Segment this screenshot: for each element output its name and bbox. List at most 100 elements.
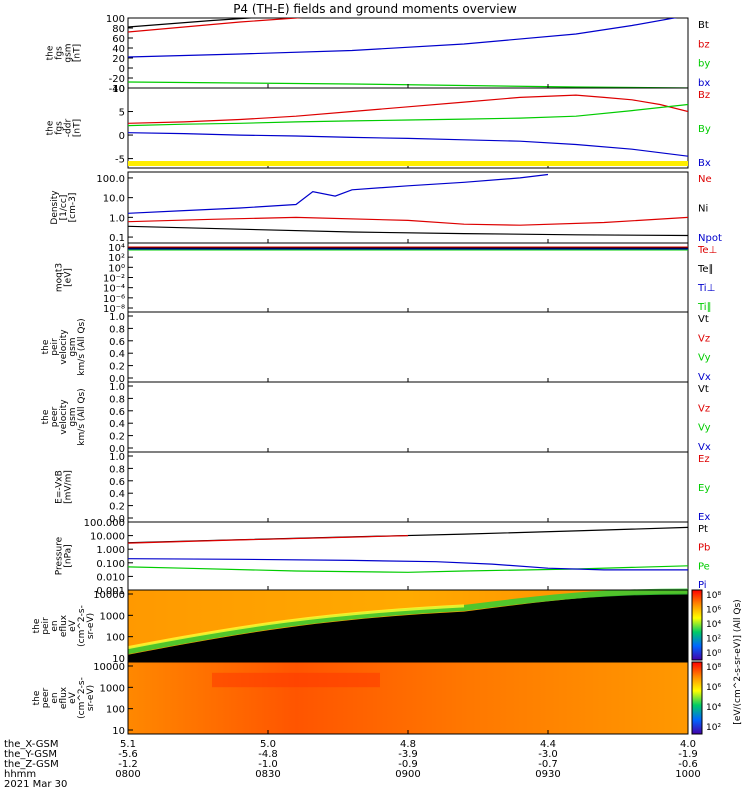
y-tick-label: 10⁻²	[103, 274, 125, 285]
y-axis-label: [nT]	[73, 44, 83, 62]
legend-Bx: Bx	[698, 158, 711, 169]
colorbar-tick: 10⁴	[706, 703, 721, 713]
y-axis-label: Density	[50, 190, 60, 225]
y-axis-label: E=-VxB	[55, 470, 65, 504]
x-tick-label: -4.8	[258, 749, 278, 760]
y-tick-label: 1.0	[109, 312, 125, 323]
legend-Ez: Ez	[698, 454, 710, 465]
x-tick-label: -3.0	[538, 749, 558, 760]
y-axis-label: -ddr	[64, 119, 74, 138]
colorbar	[691, 661, 703, 735]
x-tick-label: 4.4	[540, 739, 556, 750]
x-tick-label: -0.9	[398, 759, 418, 770]
y-axis-label: (cm^2-s-	[77, 605, 87, 647]
y-tick-label: 0.0	[109, 444, 125, 455]
y-tick-label: 100.000	[84, 518, 125, 529]
panel-peer_spec: 10000 1000 100 10 the peer en eflux eV (cm^2-s-sr…	[32, 661, 689, 737]
panel-fgs_dsl: 10 5 0 -5 the fgs -ddr [nT] Bz By Bx	[46, 84, 711, 169]
y-tick-label: 1.0	[109, 452, 125, 463]
x-row-label: the_Z-GSM	[4, 759, 59, 770]
y-axis-label: peer	[41, 687, 51, 708]
y-tick-label: 100	[106, 14, 125, 25]
y-axis-label: en	[50, 692, 60, 703]
y-axis-label: moqt3	[55, 263, 65, 292]
legend-Vx: Vx	[698, 372, 711, 383]
y-tick-label: 0	[119, 131, 125, 142]
y-axis-label: Pressure	[55, 536, 65, 575]
y-tick-label: 0.8	[109, 324, 125, 335]
x-tick-label: -1.2	[118, 759, 138, 770]
y-tick-label: 0.6	[109, 337, 125, 348]
legend-Pi: Pi	[698, 580, 707, 591]
y-tick-label: 0.0	[109, 374, 125, 385]
series-Pb	[128, 535, 409, 544]
legend-Npot: Npot	[698, 233, 722, 244]
legend-Vz: Vz	[698, 403, 710, 414]
x-row-label: hhmm	[4, 769, 36, 780]
y-axis-label: gsm	[68, 337, 78, 356]
y-tick-label: 0	[119, 64, 125, 75]
y-axis-label: (cm^2-s-	[77, 677, 87, 719]
y-tick-label: 5	[119, 108, 125, 119]
flag-bar	[128, 161, 688, 166]
y-axis-label: fgs	[55, 46, 65, 60]
y-axis-label: sr-eV)	[86, 685, 96, 711]
colorbar-tick: 10⁶	[706, 606, 721, 616]
y-tick-label: 60	[112, 34, 125, 45]
colorbar-tick: 10⁸	[706, 663, 721, 673]
panel-peir_vel: 1.00.8 0.60.4 0.20.0 the peir velocity gsm km/s…	[41, 311, 711, 385]
panel-frame	[127, 17, 689, 89]
panel-density: 100.0 10.0 1.0 0.1 Density [1/cc] [cm-3] Ne Ni Np…	[50, 171, 722, 244]
date-label: 2021 Mar 30	[4, 779, 67, 790]
panel-frame	[127, 242, 689, 313]
y-axis-label: gsm	[64, 43, 74, 62]
y-tick-label: 10000	[93, 662, 125, 673]
series-Ni	[128, 225, 688, 237]
x-row-label: the_X-GSM	[4, 739, 58, 750]
y-axis-label: [nPa]	[64, 544, 74, 567]
x-tick-label: 5.0	[260, 739, 276, 750]
y-tick-label: 10⁴	[108, 243, 125, 254]
x-tick-label: -3.9	[398, 749, 418, 760]
y-axis-label: gsm	[68, 407, 78, 426]
y-tick-label: 10.0	[103, 194, 125, 205]
y-tick-label: 10⁰	[108, 263, 125, 274]
heatmap-low-region	[128, 593, 688, 662]
series-bz	[128, 18, 303, 33]
y-tick-label: 100	[106, 633, 125, 644]
legend-Te⊥: Te⊥	[697, 245, 717, 256]
colorbar-tick: 10²	[706, 635, 721, 645]
colorbar-tick: 10⁴	[706, 620, 721, 630]
legend-Vt: Vt	[698, 384, 709, 395]
y-tick-label: 10²	[108, 253, 125, 264]
y-tick-label: 0.100	[96, 559, 125, 570]
legend-Bz: Bz	[698, 90, 710, 101]
legend-Ey: Ey	[698, 483, 710, 494]
x-tick-label: 0830	[255, 769, 280, 780]
colorbar-tick: 10⁸	[706, 591, 721, 601]
colorbar-tick: 10²	[706, 723, 721, 733]
y-tick-label: -20	[109, 74, 125, 85]
series-bx	[128, 18, 678, 58]
y-axis-label: the	[46, 120, 56, 135]
legend-Vt: Vt	[698, 314, 709, 325]
y-tick-label: 10.000	[90, 532, 125, 543]
legend-Vx: Vx	[698, 442, 711, 453]
y-tick-label: 0.1	[109, 233, 125, 244]
x-tick-label: -5.6	[118, 749, 138, 760]
x-tick-label: 4.0	[680, 739, 696, 750]
legend-Vy: Vy	[698, 353, 711, 364]
legend-Bt: Bt	[698, 20, 709, 31]
legend-Ni: Ni	[698, 204, 708, 215]
legend-by: by	[698, 59, 710, 70]
x-tick-label: 0930	[535, 769, 560, 780]
y-axis-label: sr-eV)	[86, 613, 96, 639]
series-Pe	[128, 565, 688, 573]
legend-Vz: Vz	[698, 333, 710, 344]
heatmap-peak	[212, 672, 380, 688]
x-tick-label: -0.7	[538, 759, 558, 770]
y-axis-label: [mV/m]	[64, 470, 74, 504]
y-tick-label: 40	[112, 44, 125, 55]
y-tick-label: 1.000	[96, 545, 125, 556]
